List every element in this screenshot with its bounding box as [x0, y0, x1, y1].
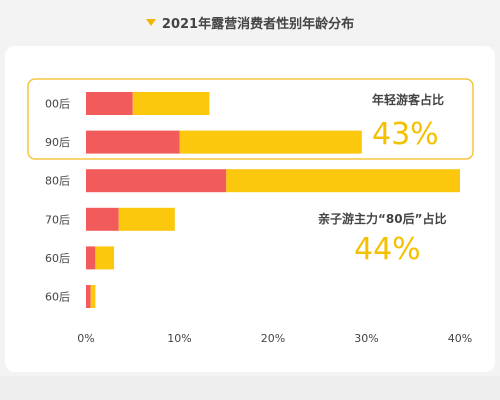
x-tick-label: 30% [354, 332, 378, 345]
x-tick-label: 20% [261, 332, 285, 345]
bar-segment-2-2 [179, 130, 362, 154]
bar-segment-2-3 [226, 169, 460, 193]
category-label: 90后 [45, 136, 70, 149]
bar-segment-1-1 [86, 92, 133, 115]
category-label: 60后 [45, 252, 70, 265]
triangle-down-icon [145, 18, 156, 26]
young-share-value: 43% [372, 117, 439, 152]
bar-segment-1-3 [86, 169, 227, 193]
chart-title: 2021年露营消费者性别年龄分布 [161, 16, 355, 32]
family-share-label: 亲子游主力“80后”占比 [318, 211, 446, 226]
bar-group [86, 92, 460, 308]
x-tick-label: 40% [448, 332, 472, 345]
bar-segment-1-2 [86, 130, 180, 154]
category-label: 00后 [45, 98, 70, 111]
x-tick-label: 10% [167, 332, 191, 345]
family-share-value: 44% [354, 232, 421, 267]
bar-segment-2-6 [90, 285, 96, 308]
bottom-strip [0, 376, 500, 400]
bar-segment-1-5 [86, 246, 96, 270]
bar-segment-2-4 [118, 207, 175, 231]
chart-title-row: 2021年露营消费者性别年龄分布 [0, 0, 500, 44]
bar-segment-2-1 [132, 92, 210, 115]
highlight-box [27, 78, 474, 160]
bar-segment-1-4 [86, 207, 119, 231]
category-label: 70后 [45, 213, 70, 226]
bar-segment-2-5 [95, 246, 115, 270]
category-label: 60后 [45, 291, 70, 304]
category-labels: 00后 90后 80后 70后 60后 60后 [45, 98, 70, 304]
bar-segment-1-6 [86, 285, 91, 308]
tick-labels: 0% 10% 20% 30% 40% [77, 332, 472, 345]
category-label: 80后 [45, 175, 70, 188]
young-share-label: 年轻游客占比 [372, 92, 444, 107]
x-tick-label: 0% [77, 332, 94, 345]
